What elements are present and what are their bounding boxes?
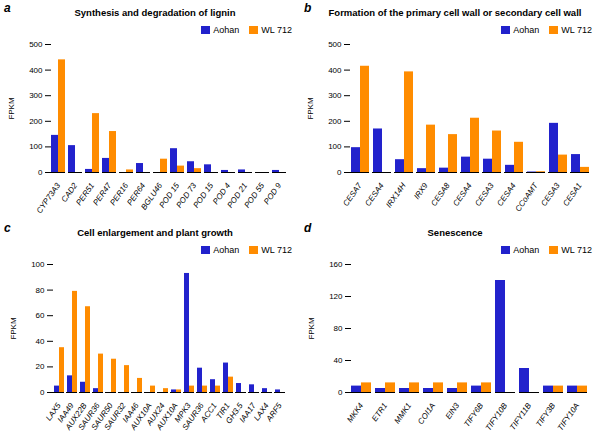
html-text:a: a xyxy=(4,1,11,15)
svg-text:60: 60 xyxy=(36,311,45,320)
svg-text:IAA17: IAA17 xyxy=(237,401,258,425)
svg-text:400: 400 xyxy=(328,66,342,75)
svg-text:CYP73A3: CYP73A3 xyxy=(35,181,63,215)
svg-text:AUX24: AUX24 xyxy=(144,401,167,428)
svg-text:CESA3: CESA3 xyxy=(473,181,496,208)
svg-text:500: 500 xyxy=(328,40,342,49)
svg-text:PER51: PER51 xyxy=(74,181,97,208)
svg-text:SAUR36: SAUR36 xyxy=(76,401,102,432)
svg-text:LAX4: LAX4 xyxy=(252,401,271,423)
svg-text:IAA46: IAA46 xyxy=(120,401,141,425)
svg-text:FPKM: FPKM xyxy=(306,97,315,120)
svg-text:400: 400 xyxy=(29,66,43,75)
svg-text:AUX10A: AUX10A xyxy=(154,401,180,432)
html-text:d: d xyxy=(304,221,312,235)
svg-text:100: 100 xyxy=(31,260,45,269)
html-text:Aohan: Aohan xyxy=(213,245,240,255)
svg-text:MPK3: MPK3 xyxy=(172,401,193,425)
svg-text:0: 0 xyxy=(40,388,45,397)
svg-text:POD 4: POD 4 xyxy=(211,181,233,207)
svg-text:CESA3: CESA3 xyxy=(539,181,562,208)
svg-text:CESA7: CESA7 xyxy=(341,181,364,208)
svg-text:CESA8: CESA8 xyxy=(429,181,452,208)
svg-text:CESA4: CESA4 xyxy=(495,181,518,208)
svg-text:ETR1: ETR1 xyxy=(370,401,389,423)
svg-text:0: 0 xyxy=(338,388,343,397)
svg-text:AUX10A: AUX10A xyxy=(128,401,154,432)
svg-text:POD 73: POD 73 xyxy=(174,181,199,210)
html-text:Aohan: Aohan xyxy=(513,245,540,255)
html-text:Aohan: Aohan xyxy=(213,25,240,35)
svg-text:TIFY10B: TIFY10B xyxy=(484,401,510,433)
html-text:Aohan: Aohan xyxy=(513,25,540,35)
svg-text:FPKM: FPKM xyxy=(307,317,316,340)
svg-text:POD 15: POD 15 xyxy=(192,181,216,210)
svg-text:SAUR50: SAUR50 xyxy=(89,401,115,432)
svg-text:300: 300 xyxy=(328,91,342,100)
svg-text:160: 160 xyxy=(329,260,343,269)
svg-text:POD 21: POD 21 xyxy=(225,181,250,210)
svg-text:SAUR36: SAUR36 xyxy=(180,401,206,432)
svg-text:PER47: PER47 xyxy=(91,181,114,208)
svg-text:POD 55: POD 55 xyxy=(243,181,267,210)
svg-text:ARF5: ARF5 xyxy=(264,401,284,424)
svg-text:TIFY3B: TIFY3B xyxy=(534,401,557,429)
svg-text:40: 40 xyxy=(334,356,343,365)
svg-text:20: 20 xyxy=(36,362,45,371)
svg-text:MKK4: MKK4 xyxy=(345,401,365,424)
svg-text:ACC1: ACC1 xyxy=(199,401,219,424)
svg-text:TIR1: TIR1 xyxy=(214,401,232,421)
svg-text:CAD2: CAD2 xyxy=(59,181,80,204)
html-text:Cell enlargement and plant gro: Cell enlargement and plant growth xyxy=(77,226,233,238)
svg-text:BGLU46: BGLU46 xyxy=(139,181,165,212)
svg-text:LAX5: LAX5 xyxy=(44,401,63,423)
html-text:c: c xyxy=(4,221,11,235)
svg-text:FPKM: FPKM xyxy=(9,317,18,340)
svg-text:POD 9: POD 9 xyxy=(262,181,283,206)
svg-text:IRX14H: IRX14H xyxy=(384,181,408,209)
svg-text:TIFY11B: TIFY11B xyxy=(508,401,534,432)
svg-text:GH3.5: GH3.5 xyxy=(224,401,245,426)
svg-text:100: 100 xyxy=(29,142,43,151)
svg-text:CESA1: CESA1 xyxy=(561,181,583,208)
html-text:b: b xyxy=(304,1,312,15)
svg-text:CCoAMT: CCoAMT xyxy=(513,180,540,213)
svg-text:120: 120 xyxy=(329,292,343,301)
svg-text:MMK1: MMK1 xyxy=(393,401,414,425)
svg-text:TIFY6B: TIFY6B xyxy=(462,401,485,429)
svg-text:IAA49: IAA49 xyxy=(55,401,76,425)
svg-text:PER64: PER64 xyxy=(125,181,148,208)
svg-text:COI1A: COI1A xyxy=(416,401,437,426)
html-text:Synthesis and degradation of l: Synthesis and degradation of lignin xyxy=(74,6,236,18)
svg-text:80: 80 xyxy=(334,324,343,333)
svg-text:300: 300 xyxy=(29,91,43,100)
svg-text:80: 80 xyxy=(36,286,45,295)
svg-text:POD 15: POD 15 xyxy=(157,181,182,210)
html-text:Senescence: Senescence xyxy=(427,226,483,238)
svg-text:PER16: PER16 xyxy=(108,181,131,208)
svg-text:IRX9: IRX9 xyxy=(412,181,430,201)
html-text:WL 712: WL 712 xyxy=(561,25,592,35)
svg-text:200: 200 xyxy=(29,117,43,126)
svg-text:500: 500 xyxy=(29,40,43,49)
svg-text:0: 0 xyxy=(38,168,43,177)
svg-text:0: 0 xyxy=(337,168,342,177)
svg-text:100: 100 xyxy=(328,142,342,151)
html-text:WL 712: WL 712 xyxy=(561,245,592,255)
svg-text:200: 200 xyxy=(328,117,342,126)
html-text:WL 712: WL 712 xyxy=(261,25,292,35)
svg-text:EIN3: EIN3 xyxy=(444,401,462,421)
svg-text:AUX22B: AUX22B xyxy=(63,401,89,432)
html-text:Formation of the primary cell: Formation of the primary cell wall or se… xyxy=(328,6,582,18)
svg-text:FPKM: FPKM xyxy=(7,97,16,120)
svg-text:TIFY10A: TIFY10A xyxy=(556,401,581,432)
svg-text:SAUR32: SAUR32 xyxy=(102,401,128,432)
svg-text:CESA4: CESA4 xyxy=(451,181,474,208)
svg-text:40: 40 xyxy=(36,337,45,346)
html-text:WL 712: WL 712 xyxy=(261,245,292,255)
svg-text:CESA4: CESA4 xyxy=(363,181,386,208)
